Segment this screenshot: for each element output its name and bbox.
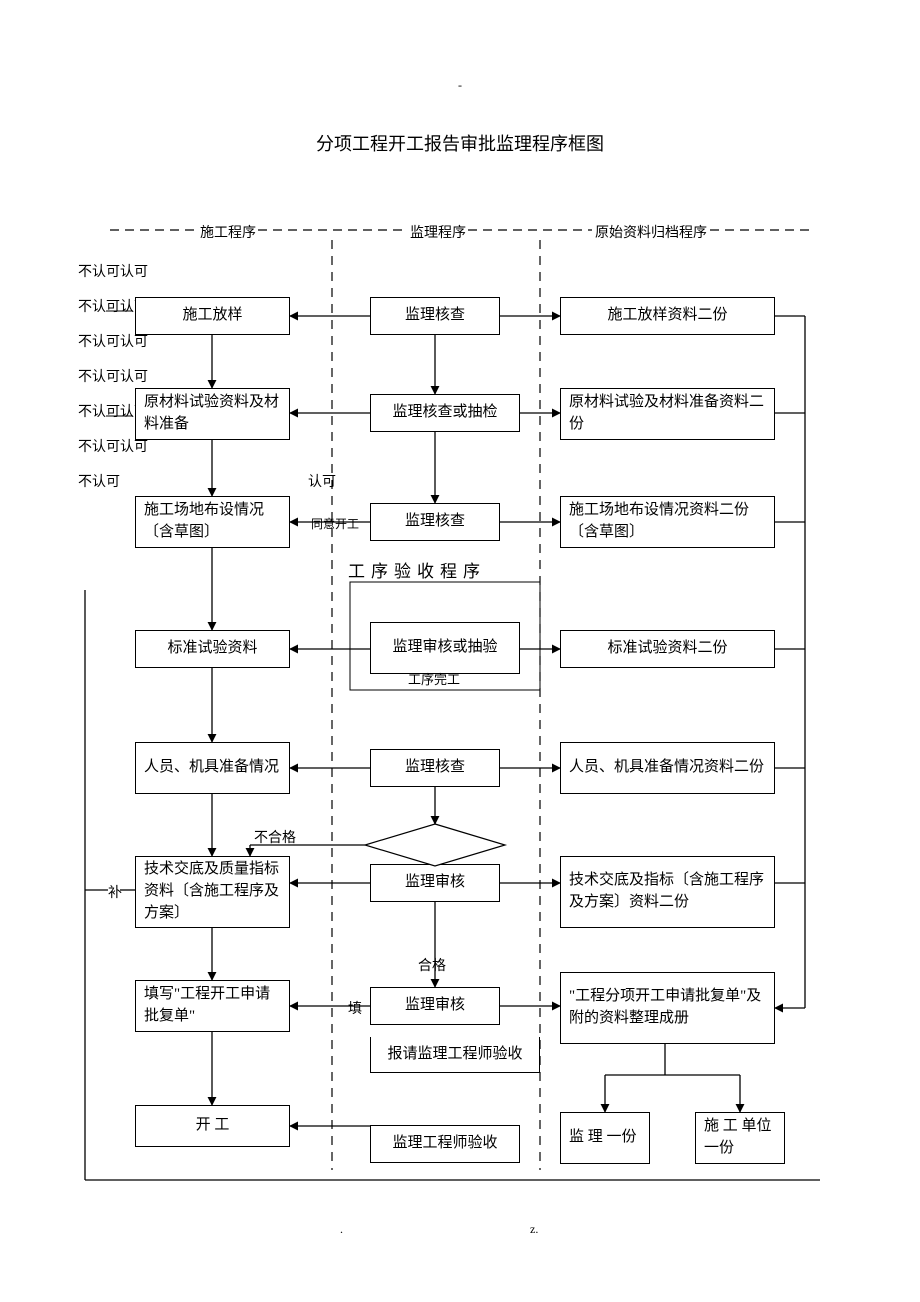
node-tech-disclosure: 技术交底及质量指标资料〔含施工程序及方案〕 (135, 856, 290, 928)
subtitle-process: 工序验收程序 (348, 557, 486, 582)
node-copy-contractor: 施 工 单位一份 (695, 1112, 785, 1164)
node-construction-layout: 施工放样 (135, 297, 290, 335)
node-supervise-check-5: 监理核查 (370, 749, 500, 787)
node-start-work: 开 工 (135, 1105, 290, 1147)
node-archive-4: 标准试验资料二份 (560, 630, 775, 668)
header-col2: 监理程序 (410, 222, 466, 242)
node-archive-7: "工程分项开工申请批复单"及附的资料整理成册 (560, 972, 775, 1044)
footer-right: z. (530, 1222, 538, 1237)
label-nak-ak-4: 不认可认可 (78, 366, 148, 386)
node-supervise-check-7: 监理审核 (370, 987, 500, 1025)
node-supervise-check-2: 监理核查或抽检 (370, 394, 520, 432)
label-not-pass: 不合格 (254, 827, 296, 847)
label-nak-ak-1: 不认可认可 (78, 261, 148, 281)
footer-left: . (340, 1222, 343, 1237)
header-col1: 施工程序 (200, 222, 256, 242)
node-supervise-check-3: 监理核查 (370, 503, 500, 541)
label-bu: 补 (108, 882, 122, 902)
node-archive-1: 施工放样资料二份 (560, 297, 775, 335)
label-fill: 填 (348, 998, 362, 1018)
node-material-test: 原材料试验资料及材料准备 (135, 388, 290, 440)
node-archive-6: 技术交底及指标〔含施工程序及方案〕资料二份 (560, 856, 775, 928)
node-archive-3: 施工场地布设情况资料二份〔含草图〕 (560, 496, 775, 548)
node-archive-5: 人员、机具准备情况资料二份 (560, 742, 775, 794)
node-supervise-check-4: 监理审核或抽验 (370, 622, 520, 674)
node-copy-supervisor: 监 理 一份 (560, 1112, 650, 1164)
label-ak: 认可 (308, 471, 336, 491)
node-personnel: 人员、机具准备情况 (135, 742, 290, 794)
node-archive-2: 原材料试验及材料准备资料二份 (560, 388, 775, 440)
top-dash-mark: - (458, 78, 462, 93)
label-agree-start: 同意开工 (311, 515, 359, 532)
node-supervise-check-6: 监理审核 (370, 864, 500, 902)
label-pass: 合格 (418, 955, 446, 975)
node-fill-form: 填写"工程开工申请批复单" (135, 980, 290, 1032)
node-request-acceptance: 报请监理工程师验收 (370, 1037, 540, 1073)
node-engineer-accept: 监理工程师验收 (370, 1125, 520, 1163)
node-standard-test: 标准试验资料 (135, 630, 290, 668)
node-site-layout: 施工场地布设情况〔含草图〕 (135, 496, 290, 548)
label-is-pass: 是否合格 (410, 838, 466, 858)
header-col3: 原始资料归档程序 (595, 222, 707, 242)
label-nak: 不认可 (78, 471, 120, 491)
label-gx-done: 工序完工 (408, 669, 460, 688)
page-title: 分项工程开工报告审批监理程序框图 (0, 130, 920, 156)
node-supervise-check-1: 监理核查 (370, 297, 500, 335)
